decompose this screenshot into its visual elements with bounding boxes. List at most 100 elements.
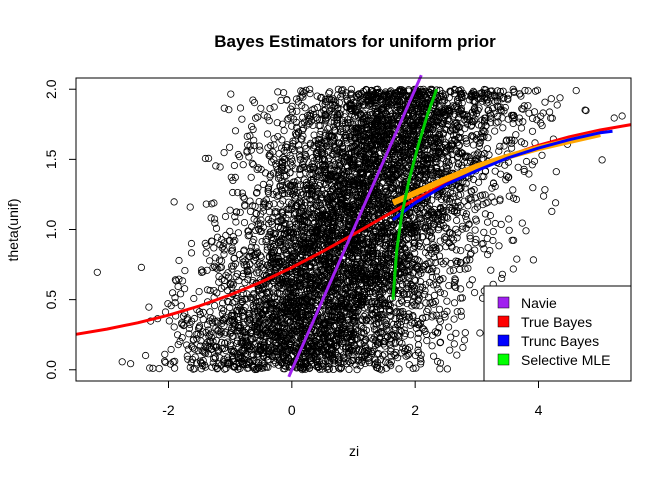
data-point <box>403 299 411 308</box>
data-point <box>167 345 175 354</box>
data-point <box>178 333 186 342</box>
data-point <box>274 353 282 361</box>
chart-title: Bayes Estimators for uniform prior <box>214 32 496 51</box>
data-point <box>118 358 126 366</box>
data-point <box>501 161 509 169</box>
data-point <box>430 291 439 299</box>
data-point <box>307 196 315 204</box>
data-point <box>181 285 189 293</box>
data-point <box>177 302 185 310</box>
data-point <box>387 361 395 370</box>
data-point <box>247 173 255 181</box>
data-point <box>545 108 554 116</box>
data-point <box>307 191 316 199</box>
data-point <box>598 156 606 164</box>
data-point <box>450 315 458 323</box>
data-point <box>476 329 484 337</box>
data-point <box>146 364 154 372</box>
data-point <box>280 127 288 135</box>
data-point <box>436 237 444 245</box>
data-point <box>478 129 486 137</box>
data-point <box>212 162 220 170</box>
data-point <box>457 307 465 315</box>
data-point <box>446 333 455 341</box>
data-point <box>293 107 301 115</box>
data-point <box>252 114 260 122</box>
data-point <box>453 308 461 316</box>
data-point <box>409 364 417 372</box>
data-point <box>231 213 239 221</box>
data-point <box>444 323 453 331</box>
data-point <box>194 347 202 355</box>
data-point <box>505 192 513 200</box>
data-point <box>213 319 221 327</box>
data-point <box>170 323 178 331</box>
data-point <box>266 150 274 158</box>
data-point <box>248 159 256 167</box>
data-point <box>222 231 230 239</box>
data-point <box>495 242 503 250</box>
data-point <box>444 154 452 162</box>
data-point <box>279 89 288 97</box>
data-point <box>264 215 273 223</box>
data-point <box>211 301 219 310</box>
data-point <box>137 263 145 271</box>
data-point <box>505 226 513 234</box>
data-point <box>468 132 476 140</box>
data-point <box>396 321 405 329</box>
data-point <box>478 116 486 124</box>
data-point <box>254 261 262 269</box>
data-point <box>179 277 187 285</box>
data-point <box>572 87 580 95</box>
data-point <box>307 113 315 121</box>
data-point <box>537 119 545 127</box>
data-point <box>436 160 444 168</box>
data-point <box>466 281 474 289</box>
data-point <box>470 288 479 297</box>
data-point <box>515 118 523 126</box>
data-point <box>434 285 442 293</box>
data-point <box>440 290 448 298</box>
data-point <box>407 331 415 339</box>
data-point <box>306 85 314 93</box>
data-point <box>288 108 296 116</box>
data-point <box>305 120 313 128</box>
data-point <box>488 193 496 201</box>
data-point <box>270 315 278 323</box>
data-point <box>426 299 434 307</box>
data-point <box>298 102 306 110</box>
data-point <box>211 215 219 223</box>
data-point <box>353 308 361 316</box>
data-point <box>500 107 508 115</box>
data-point <box>518 219 526 227</box>
data-point <box>420 208 428 216</box>
data-point <box>442 196 450 204</box>
data-point <box>502 176 510 184</box>
data-point <box>254 113 262 121</box>
data-point <box>267 259 275 267</box>
data-point <box>528 114 537 123</box>
data-point <box>270 135 278 143</box>
data-point <box>350 113 359 121</box>
data-point <box>212 264 220 272</box>
data-point <box>485 151 493 159</box>
data-point <box>489 228 497 236</box>
data-point <box>471 206 479 214</box>
data-point <box>460 336 469 344</box>
data-point <box>482 199 490 207</box>
data-point <box>423 336 431 345</box>
data-point <box>256 337 264 345</box>
data-point <box>233 327 242 335</box>
data-point <box>402 352 410 360</box>
data-point <box>452 225 460 233</box>
data-point <box>252 244 260 252</box>
data-point <box>301 104 309 112</box>
data-point <box>428 313 436 321</box>
data-point <box>346 325 354 333</box>
data-point <box>314 291 322 299</box>
data-point <box>401 329 409 338</box>
data-point <box>239 193 247 201</box>
data-point <box>227 90 235 98</box>
data-point <box>493 112 502 121</box>
data-point <box>243 132 251 140</box>
